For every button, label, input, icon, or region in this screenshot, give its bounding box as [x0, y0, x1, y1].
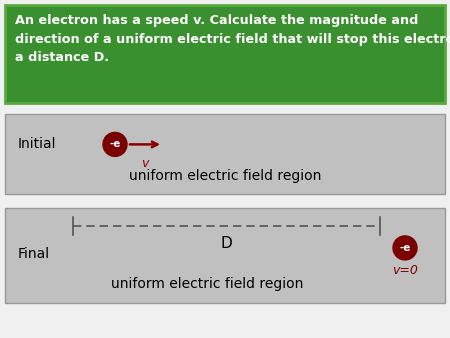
Bar — [5, 208, 445, 303]
Text: Initial: Initial — [18, 138, 57, 151]
Text: An electron has a speed v. Calculate the magnitude and
direction of a uniform el: An electron has a speed v. Calculate the… — [15, 14, 450, 64]
Circle shape — [393, 236, 417, 260]
Text: v=0: v=0 — [392, 264, 418, 277]
Text: -e: -e — [109, 139, 121, 149]
Text: Final: Final — [18, 247, 50, 261]
Text: v: v — [141, 158, 149, 170]
Text: uniform electric field region: uniform electric field region — [111, 277, 304, 291]
Text: uniform electric field region: uniform electric field region — [129, 169, 321, 184]
Text: -e: -e — [399, 243, 411, 253]
Bar — [5, 5, 445, 103]
Circle shape — [103, 132, 127, 156]
Bar — [5, 114, 445, 194]
Text: D: D — [220, 236, 232, 251]
